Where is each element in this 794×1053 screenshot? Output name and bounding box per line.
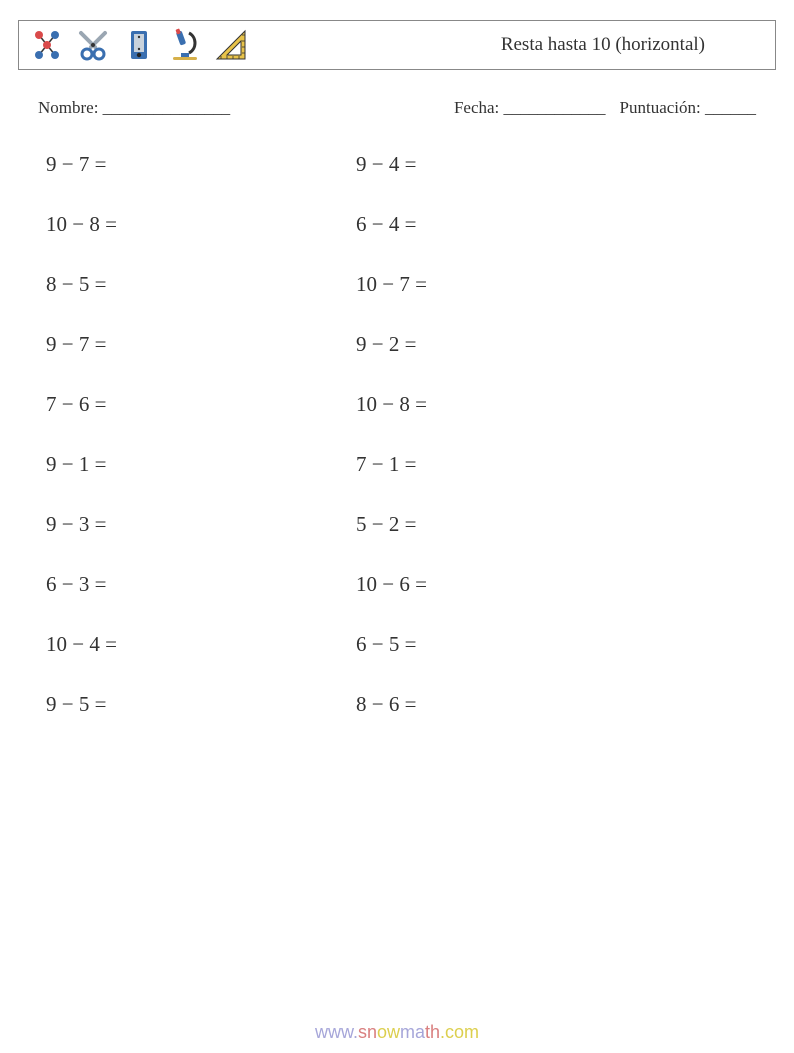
problem-cell: 9 − 2 = [356, 332, 666, 357]
problem-row: 8 − 5 = 10 − 7 = [46, 272, 776, 297]
problem-cell: 9 − 1 = [46, 452, 356, 477]
problem-cell: 9 − 3 = [46, 512, 356, 537]
problem-cell: 10 − 4 = [46, 632, 356, 657]
problem-row: 9 − 5 = 8 − 6 = [46, 692, 776, 717]
problem-cell: 9 − 7 = [46, 152, 356, 177]
protractor-icon [213, 27, 249, 63]
problem-cell: 10 − 8 = [356, 392, 666, 417]
footer-part: th [425, 1022, 440, 1042]
problem-cell: 9 − 4 = [356, 152, 666, 177]
problems-grid: 9 − 7 = 9 − 4 = 10 − 8 = 6 − 4 = 8 − 5 =… [18, 152, 776, 717]
problem-cell: 6 − 5 = [356, 632, 666, 657]
problem-cell: 8 − 5 = [46, 272, 356, 297]
worksheet-page: Resta hasta 10 (horizontal) Nombre: ____… [0, 0, 794, 1053]
footer-part: sn [358, 1022, 377, 1042]
problem-cell: 9 − 7 = [46, 332, 356, 357]
molecule-icon [29, 27, 65, 63]
footer-url: www.snowmath.com [0, 1022, 794, 1043]
microscope-icon [167, 27, 203, 63]
date-field: Fecha: ____________ [454, 98, 606, 118]
problem-cell: 8 − 6 = [356, 692, 666, 717]
footer-part: ow [377, 1022, 400, 1042]
problem-cell: 5 − 2 = [356, 512, 666, 537]
name-field: Nombre: _______________ [38, 98, 230, 118]
problem-cell: 7 − 1 = [356, 452, 666, 477]
problem-row: 7 − 6 = 10 − 8 = [46, 392, 776, 417]
problem-cell: 10 − 8 = [46, 212, 356, 237]
problem-cell: 6 − 4 = [356, 212, 666, 237]
problem-row: 9 − 3 = 5 − 2 = [46, 512, 776, 537]
problem-cell: 7 − 6 = [46, 392, 356, 417]
meta-row: Nombre: _______________ Fecha: _________… [18, 98, 776, 118]
footer-part: ma [400, 1022, 425, 1042]
sharpener-icon [121, 27, 157, 63]
problem-row: 9 − 7 = 9 − 4 = [46, 152, 776, 177]
problem-cell: 6 − 3 = [46, 572, 356, 597]
problem-row: 9 − 7 = 9 − 2 = [46, 332, 776, 357]
icon-row [29, 27, 249, 63]
score-field: Puntuación: ______ [620, 98, 756, 118]
scissors-icon [75, 27, 111, 63]
footer-part: .com [440, 1022, 479, 1042]
header-box: Resta hasta 10 (horizontal) [18, 20, 776, 70]
problem-cell: 10 − 6 = [356, 572, 666, 597]
problem-row: 10 − 8 = 6 − 4 = [46, 212, 776, 237]
problem-cell: 9 − 5 = [46, 692, 356, 717]
problem-row: 6 − 3 = 10 − 6 = [46, 572, 776, 597]
problem-row: 10 − 4 = 6 − 5 = [46, 632, 776, 657]
worksheet-title: Resta hasta 10 (horizontal) [501, 34, 765, 56]
problem-row: 9 − 1 = 7 − 1 = [46, 452, 776, 477]
problem-cell: 10 − 7 = [356, 272, 666, 297]
footer-part: www. [315, 1022, 358, 1042]
